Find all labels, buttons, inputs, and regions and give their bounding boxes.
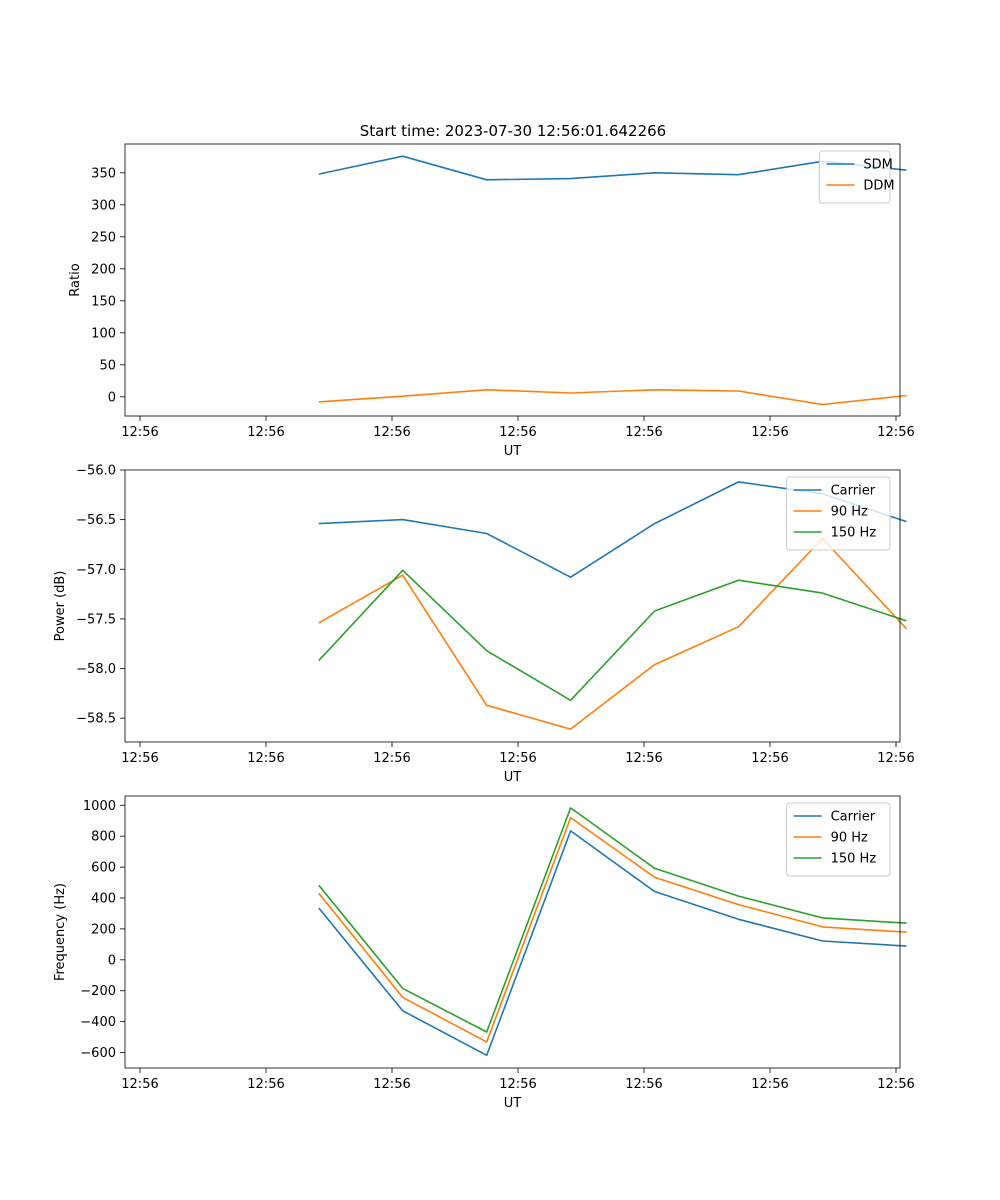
x-axis-label: UT [504, 770, 522, 785]
legend-entry: 90 Hz [831, 831, 868, 846]
legend-entry: SDM [863, 158, 892, 173]
x-tick-label: 12:56 [751, 751, 788, 766]
x-tick-label: 12:56 [499, 425, 536, 440]
x-tick-label: 12:56 [625, 751, 662, 766]
axes-frame [124, 795, 901, 1069]
y-tick-label: 600 [91, 861, 116, 876]
legend-entry: 150 Hz [831, 852, 877, 867]
legend-entry: Carrier [831, 484, 876, 499]
x-tick-label: 12:56 [247, 751, 284, 766]
y-tick-label: −58.0 [76, 662, 116, 677]
y-tick-label: −200 [80, 984, 116, 999]
x-tick-label: 12:56 [121, 425, 158, 440]
legend-entry: 150 Hz [831, 526, 877, 541]
y-tick-label: 1000 [83, 799, 116, 814]
x-tick-label: 12:56 [373, 425, 410, 440]
y-axis-label: Power (dB) [53, 571, 68, 642]
y-tick-label: 50 [99, 358, 116, 373]
y-tick-label: 100 [91, 326, 116, 341]
legend-entry: Carrier [831, 810, 876, 825]
y-tick-label: −600 [80, 1046, 116, 1061]
y-tick-label: 0 [108, 390, 116, 405]
x-tick-label: 12:56 [877, 1077, 914, 1092]
x-tick-label: 12:56 [121, 751, 158, 766]
figure-title: Start time: 2023-07-30 12:56:01.642266 [360, 122, 666, 140]
series-line-90-hz [318, 537, 908, 730]
x-tick-label: 12:56 [247, 425, 284, 440]
axes-frame [124, 469, 901, 743]
legend-entry: 90 Hz [831, 505, 868, 520]
y-tick-label: 150 [91, 294, 116, 309]
y-tick-label: −57.5 [76, 612, 116, 627]
x-tick-label: 12:56 [121, 1077, 158, 1092]
y-tick-label: 250 [91, 230, 116, 245]
x-tick-label: 12:56 [877, 751, 914, 766]
y-tick-label: −58.5 [76, 712, 116, 727]
y-tick-label: 200 [91, 922, 116, 937]
y-tick-label: 350 [91, 166, 116, 181]
x-tick-label: 12:56 [625, 425, 662, 440]
x-tick-label: 12:56 [751, 425, 788, 440]
y-tick-label: −57.0 [76, 563, 116, 578]
series-line-sdm [318, 155, 907, 181]
axes-frame [124, 143, 901, 417]
y-tick-label: 300 [91, 198, 116, 213]
x-axis-label: UT [504, 1096, 522, 1111]
series-line-ddm [318, 388, 907, 406]
x-tick-label: 12:56 [247, 1077, 284, 1092]
y-axis-label: Frequency (Hz) [53, 883, 68, 981]
series-line-90-hz [318, 816, 907, 1043]
legend-entry: DDM [863, 179, 894, 194]
y-tick-label: 0 [108, 953, 116, 968]
x-tick-label: 12:56 [499, 751, 536, 766]
x-tick-label: 12:56 [373, 1077, 410, 1092]
series-line-150-hz [318, 569, 907, 702]
y-tick-label: 800 [91, 830, 116, 845]
y-tick-label: −56.5 [76, 513, 116, 528]
y-tick-label: −56.0 [76, 464, 116, 479]
x-axis-label: UT [504, 444, 522, 459]
y-axis-label: Ratio [68, 263, 83, 296]
x-tick-label: 12:56 [625, 1077, 662, 1092]
series-line-150-hz [318, 807, 907, 1033]
y-tick-label: 400 [91, 892, 116, 907]
x-tick-label: 12:56 [751, 1077, 788, 1092]
y-tick-label: −400 [80, 1015, 116, 1030]
x-tick-label: 12:56 [499, 1077, 536, 1092]
y-tick-label: 200 [91, 262, 116, 277]
x-tick-label: 12:56 [877, 425, 914, 440]
x-tick-label: 12:56 [373, 751, 410, 766]
series-line-carrier [318, 830, 907, 1057]
